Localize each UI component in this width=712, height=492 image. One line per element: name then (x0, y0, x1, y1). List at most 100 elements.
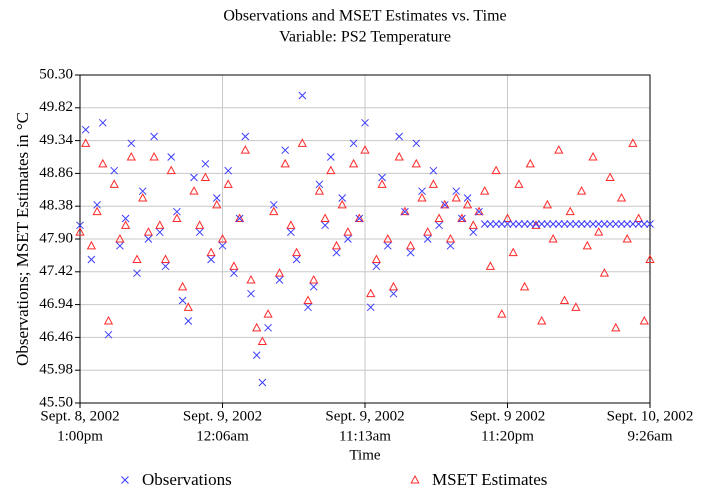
x-tick-label: Sept. 10, 2002 (607, 408, 694, 424)
data-point (275, 276, 284, 284)
data-point (519, 281, 530, 291)
data-point (622, 233, 632, 243)
data-point (468, 220, 478, 229)
data-point (463, 194, 472, 202)
data-point (121, 214, 130, 223)
data-point (475, 207, 483, 216)
data-point (281, 146, 290, 155)
data-point (371, 254, 382, 263)
data-point (486, 220, 495, 228)
data-point (594, 220, 603, 228)
chart-subtitle: Variable: PS2 Temperature (279, 29, 451, 46)
data-point (633, 213, 644, 222)
data-point (177, 281, 188, 291)
data-point (508, 247, 518, 257)
data-point (611, 322, 621, 332)
data-point (344, 235, 352, 243)
x-tick-label: 9:26am (628, 428, 673, 444)
y-tick-label: 47.90 (39, 230, 73, 246)
data-point (411, 158, 421, 168)
data-point (104, 330, 113, 339)
data-point (133, 269, 141, 278)
data-point (428, 179, 439, 188)
data-point (446, 241, 455, 250)
data-point (600, 220, 609, 228)
data-point (144, 235, 153, 243)
data-point (247, 289, 255, 298)
y-tick-label: 50.30 (39, 66, 73, 82)
data-point (332, 248, 341, 257)
data-point (588, 151, 598, 161)
data-point (331, 240, 342, 250)
data-point (155, 220, 165, 229)
data-point (200, 172, 211, 181)
data-point (611, 220, 620, 228)
data-point (576, 186, 587, 195)
data-point (223, 179, 233, 188)
data-point (354, 213, 364, 222)
data-point (378, 173, 386, 182)
data-point (86, 240, 97, 250)
data-point (92, 206, 102, 216)
data-point (234, 213, 245, 222)
data-point (515, 220, 523, 228)
data-point (190, 173, 198, 182)
data-point (120, 220, 131, 229)
data-point (491, 165, 501, 175)
data-point (160, 254, 171, 263)
legend-marker (121, 476, 129, 484)
x-tick-label: Sept. 9, 2002 (183, 408, 262, 424)
data-point (321, 221, 329, 230)
data-point (594, 227, 604, 236)
data-point (76, 221, 84, 230)
data-point (286, 220, 296, 229)
data-point (212, 199, 222, 209)
data-point (605, 172, 615, 181)
data-point (235, 214, 244, 223)
data-point (166, 165, 176, 175)
data-point (628, 138, 638, 147)
data-point (560, 220, 569, 228)
data-point (109, 179, 119, 188)
data-point (361, 118, 369, 127)
data-point (303, 295, 313, 304)
data-point (75, 227, 85, 236)
data-point (537, 220, 546, 228)
data-point (81, 138, 91, 147)
data-point (474, 206, 484, 216)
data-point (161, 262, 170, 271)
data-point (280, 158, 290, 168)
data-point (582, 240, 592, 250)
plot-frame (79, 74, 651, 404)
data-point (172, 213, 182, 222)
y-tick-label: 49.82 (39, 99, 73, 115)
data-point (87, 255, 96, 264)
data-point (304, 303, 312, 312)
data-point (320, 213, 330, 222)
data-point (480, 186, 490, 195)
data-point (343, 227, 353, 236)
data-point (401, 207, 409, 216)
data-point (606, 220, 614, 228)
y-tick-label: 46.46 (39, 329, 73, 345)
data-point (257, 336, 268, 345)
data-point (629, 220, 637, 228)
data-point (646, 220, 654, 228)
data-point (462, 199, 473, 209)
data-point (116, 241, 124, 250)
data-point (571, 302, 581, 311)
data-point (572, 220, 580, 228)
data-point (525, 158, 535, 168)
data-point (514, 179, 524, 188)
data-point (589, 220, 597, 228)
data-point (240, 145, 250, 154)
y-tick-label: 45.98 (39, 362, 73, 378)
data-point (532, 220, 540, 228)
data-point (360, 145, 370, 154)
data-point (566, 220, 575, 228)
data-point (155, 228, 164, 237)
data-point (315, 180, 324, 189)
x-axis-label: Time (349, 447, 380, 463)
data-point (115, 233, 125, 243)
